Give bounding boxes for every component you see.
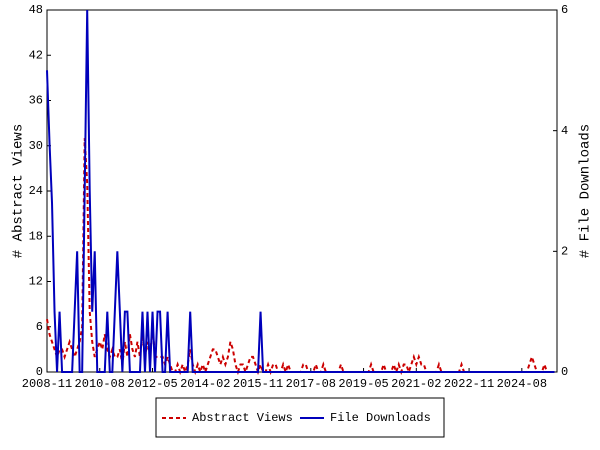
y2-tick-label: 2 xyxy=(561,245,568,259)
y2-axis-label: # File Downloads xyxy=(578,124,594,258)
y-tick-label: 12 xyxy=(29,275,43,289)
y-tick-label: 48 xyxy=(29,3,43,17)
y-axis-label: # Abstract Views xyxy=(11,124,27,258)
plot-frame xyxy=(46,9,558,373)
y2-tick-label: 0 xyxy=(561,365,568,379)
x-tick-label: 2014-02 xyxy=(180,377,230,391)
y-tick-label: 24 xyxy=(29,184,43,198)
x-tick-label: 2015-11 xyxy=(233,377,283,391)
x-tick-label: 2017-08 xyxy=(286,377,336,391)
y2-tick-label: 6 xyxy=(561,3,568,17)
y-tick-label: 30 xyxy=(29,139,43,153)
y-tick-label: 36 xyxy=(29,94,43,108)
legend-label: File Downloads xyxy=(330,411,431,425)
y-tick-label: 18 xyxy=(29,229,43,243)
y-tick-label: 42 xyxy=(29,48,43,62)
x-tick-label: 2024-08 xyxy=(497,377,547,391)
x-tick-label: 2019-05 xyxy=(338,377,388,391)
series-line xyxy=(46,9,555,373)
x-tick-label: 2010-08 xyxy=(75,377,125,391)
x-tick-label: 2021-02 xyxy=(391,377,441,391)
legend-label: Abstract Views xyxy=(192,411,293,425)
y-tick-label: 0 xyxy=(36,365,43,379)
x-tick-label: 2022-11 xyxy=(444,377,494,391)
x-tick-label: 2012-05 xyxy=(127,377,177,391)
y2-tick-label: 4 xyxy=(561,124,568,138)
y-tick-label: 6 xyxy=(36,320,43,334)
x-tick-label: 2008-11 xyxy=(22,377,72,391)
